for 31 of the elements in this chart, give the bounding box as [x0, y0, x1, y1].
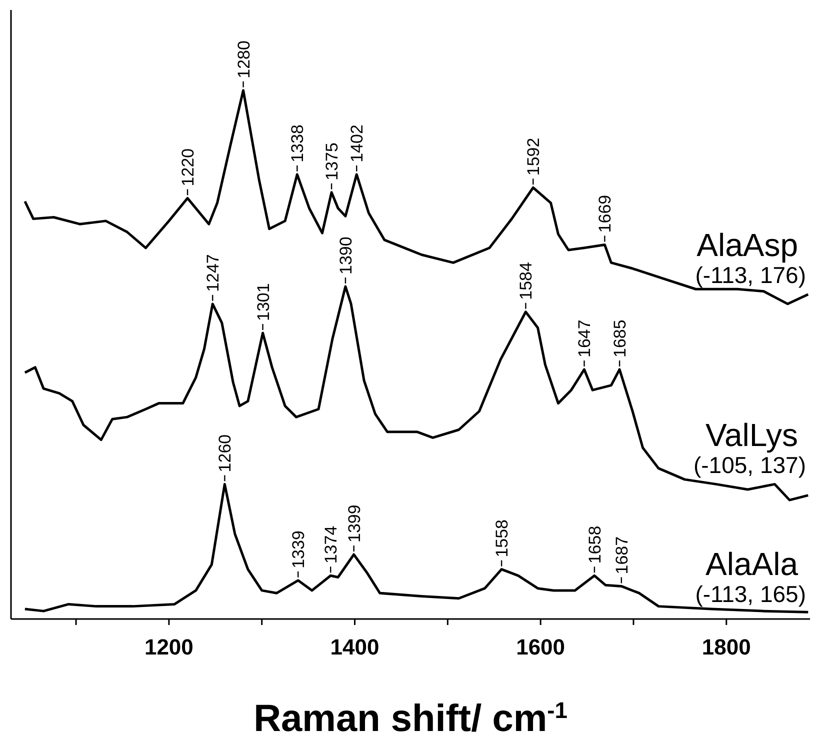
series-label: AlaAla	[706, 546, 798, 582]
annotation: (-105, 137)	[693, 452, 806, 478]
annotation: 1592	[524, 138, 544, 176]
annotation: 1247	[204, 254, 223, 292]
series-label: AlaAsp	[696, 227, 798, 264]
annotation: 1658	[585, 526, 604, 564]
annotation: 1375	[322, 142, 342, 180]
annotation: 1399	[344, 504, 364, 543]
annotation: 1374	[322, 526, 341, 564]
annotation: 1390	[336, 236, 356, 274]
x-tick-label: 1600	[516, 634, 566, 660]
annotation: (-113, 176)	[695, 262, 806, 288]
annotation: 1339	[289, 530, 308, 568]
series-label: ValLys	[706, 416, 798, 453]
x-tick-label: 1200	[144, 634, 194, 660]
annotation: 1260	[216, 434, 235, 472]
annotation: (-113, 165)	[695, 580, 806, 607]
annotation: 1338	[288, 124, 308, 162]
annotation: 1558	[492, 519, 512, 558]
x-tick-label: 1800	[702, 634, 751, 660]
annotation: 1687	[612, 536, 632, 574]
x-axis-title: Raman shift/ cm$^{-1}$	[254, 697, 568, 739]
annotation: 1685	[610, 320, 630, 358]
x-tick-label: 1400	[330, 634, 380, 660]
annotation: 1301	[254, 283, 273, 322]
annotation: 1647	[575, 320, 594, 358]
annotation: 1402	[348, 124, 367, 162]
annotation: 1280	[234, 40, 254, 78]
annotation: 1669	[596, 194, 615, 233]
annotation: 1220	[178, 148, 198, 186]
annotation: 1584	[516, 262, 536, 300]
